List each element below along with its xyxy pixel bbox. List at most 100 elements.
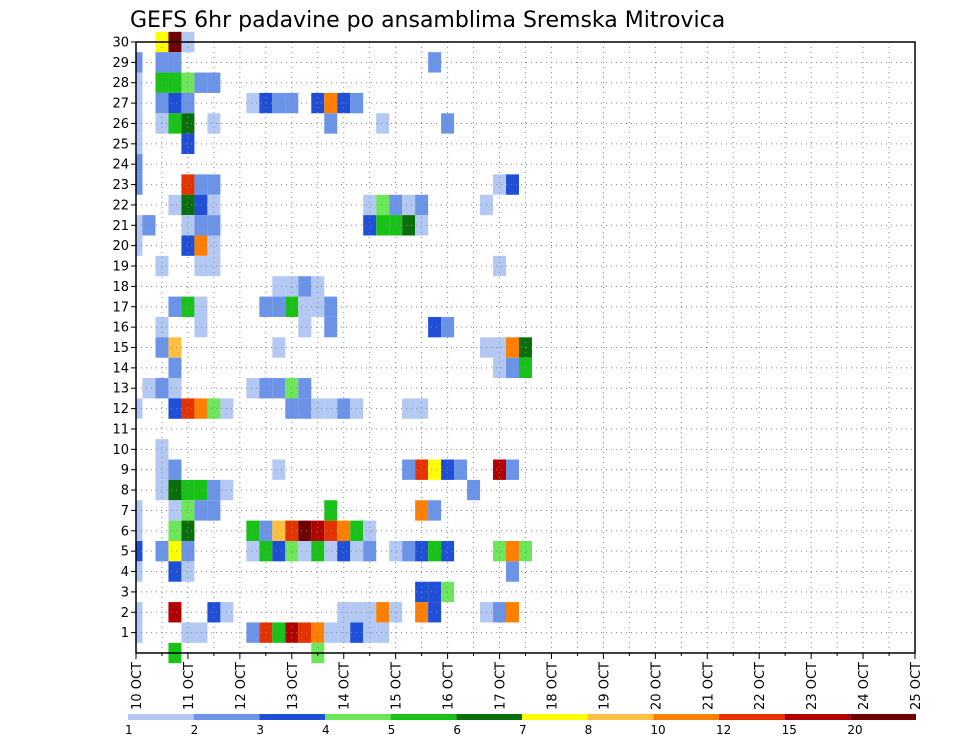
precip-cell [298,296,312,317]
y-tick-label: 1 [121,626,129,641]
precip-cell [311,398,325,419]
y-tick-label: 26 [112,117,129,132]
precip-cell [493,255,507,277]
precip-cell [324,540,338,562]
precip-cell [324,622,338,643]
y-tick-label: 3 [121,585,129,600]
precip-cell [207,479,221,501]
chart-title: GEFS 6hr padavine po ansamblima Sremska … [130,8,725,33]
precip-cell [493,540,507,562]
y-tick-label: 14 [112,361,129,376]
precip-cell [136,561,143,582]
precip-cell [136,520,143,541]
y-tick-label: 16 [112,321,129,336]
precip-cell [136,622,143,643]
precip-cell [441,540,455,562]
precip-cell [363,540,377,562]
precip-cell [136,215,143,236]
precip-cell [506,459,520,480]
precip-cell [194,72,208,93]
colorbar-swatch [522,714,588,720]
precip-cell [324,520,338,541]
precip-cell [168,398,182,419]
precip-cell [272,92,286,114]
precip-cell [207,113,221,134]
precip-cell [181,479,195,501]
y-tick-label: 28 [112,76,129,91]
precip-cell [324,92,338,114]
precip-cell [363,194,377,216]
precip-cell [168,113,182,134]
x-tick-label: 25 OCT [909,662,924,710]
precip-cell [389,540,403,562]
precip-cell [376,113,390,134]
precip-cell [506,561,520,582]
precip-cell [441,459,455,480]
precip-cell [168,540,182,562]
precip-cell [272,540,286,562]
precip-cell [194,316,208,338]
precip-cell [272,520,286,541]
precip-cell [428,52,442,73]
precip-cell [298,520,312,541]
colorbar-swatch [784,714,851,720]
precip-cell [168,357,182,379]
precip-cell [168,194,182,216]
precip-cell [136,113,143,134]
precip-cell [337,92,351,114]
y-tick-label: 10 [112,443,129,458]
precip-cell [428,540,442,562]
y-tick-label: 9 [121,463,129,478]
precip-cell [168,72,182,93]
precip-cell [376,602,390,623]
precip-cell [207,194,221,216]
precip-cell [181,92,195,114]
y-tick-label: 12 [112,402,129,417]
precip-cell [441,581,455,603]
precip-cell [181,133,195,155]
colorbar-label: 6 [453,723,461,737]
precip-cell [363,520,377,541]
precip-cell [168,561,182,582]
y-tick-label: 13 [112,382,129,397]
y-tick-label: 2 [121,606,129,621]
y-tick-label: 7 [121,504,129,519]
precip-cell [337,520,351,541]
precip-cell [181,561,195,582]
precip-cell [168,459,182,480]
precip-cell [402,194,416,216]
colorbar: 1 2 3 4 5 6 7 8 10 12 15 20 [125,714,916,737]
precip-cell [181,174,195,195]
precip-cell [389,194,403,216]
precip-cell [168,92,182,114]
precip-cell [259,520,273,541]
colorbar-swatch [653,714,719,720]
precip-cell [136,92,143,114]
colorbar-swatch [193,714,260,720]
x-tick-label: 11 OCT [182,662,197,710]
precip-cell [519,540,532,562]
precip-cell [194,500,208,521]
precip-cell [142,215,156,236]
colorbar-swatch [325,714,391,720]
precip-cell [246,378,260,399]
colorbar-label: 1 [125,723,133,737]
precip-cell [168,337,182,358]
precip-cell [207,215,221,236]
precip-cell [376,215,390,236]
y-tick-label: 23 [112,178,129,193]
colorbar-label: 10 [650,723,665,737]
precip-cell [246,92,260,114]
y-tick-label: 24 [112,158,129,173]
precip-cell [259,378,273,399]
precip-cell [246,622,260,643]
colorbar-swatch [587,714,654,720]
precip-cell [136,235,143,256]
x-tick-label: 13 OCT [286,662,301,710]
precip-cell [298,276,312,297]
y-tick-label: 15 [112,341,129,356]
precip-cell [259,296,273,317]
precip-cell [402,398,416,419]
precip-cell [324,296,338,317]
